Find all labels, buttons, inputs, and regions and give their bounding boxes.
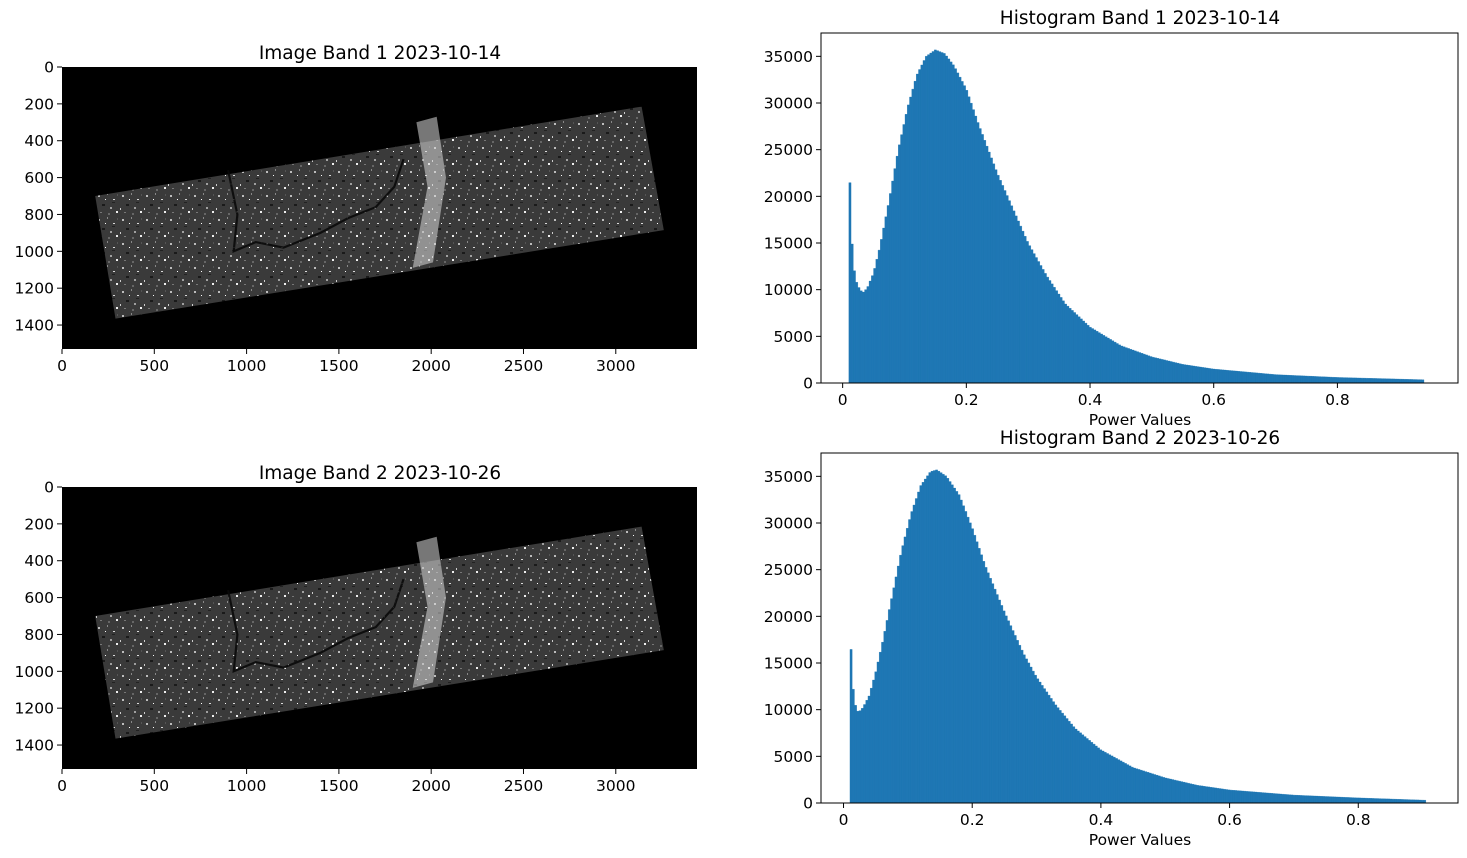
image1-title: Image Band 1 2023-10-14 <box>259 43 501 64</box>
hist2-x-ticks: 0 0.2 0.4 0.6 0.8 <box>839 803 1371 829</box>
hist1-y-ticks: 0 5000 10000 15000 20000 25000 30000 35000 <box>764 48 821 393</box>
x-tick-label: 2500 <box>504 777 543 795</box>
hist1-x-ticks: 0 0.2 0.4 0.6 0.8 <box>838 383 1350 409</box>
x-tick-label: 0.4 <box>1089 811 1114 829</box>
image2-y-ticks: 0 200 400 600 800 1000 1200 1400 <box>15 479 62 755</box>
hist2-frame <box>820 452 1459 804</box>
hist1-frame <box>820 32 1459 384</box>
x-tick-label: 1000 <box>227 357 266 375</box>
hist2-title: Histogram Band 2 2023-10-26 <box>1000 428 1280 449</box>
histogram-band-2-axes: Histogram Band 2 2023-10-26 0 0.2 0.4 0.6 0.… <box>764 428 1459 849</box>
x-tick-label: 1500 <box>319 777 358 795</box>
dark-river <box>227 578 405 674</box>
histogram-band-1-axes: Histogram Band 1 2023-10-14 0 0.2 0.4 0.6 0.… <box>764 8 1459 429</box>
histogram-bars <box>848 49 1425 384</box>
y-tick-label: 1200 <box>15 280 54 298</box>
x-tick-label: 0.8 <box>1346 811 1371 829</box>
x-tick-label: 2000 <box>411 357 450 375</box>
x-tick-label: 500 <box>139 357 169 375</box>
hist2-xlabel: Power Values <box>1089 831 1191 849</box>
x-tick-label: 0 <box>838 391 848 409</box>
bright-urban-area <box>412 536 446 688</box>
y-tick-label: 30000 <box>764 515 813 533</box>
y-tick-label: 400 <box>24 132 54 150</box>
y-tick-label: 25000 <box>764 141 813 159</box>
x-tick-label: 500 <box>139 777 169 795</box>
y-tick-label: 0 <box>44 59 54 77</box>
y-tick-label: 35000 <box>764 468 813 486</box>
image2-swath <box>95 526 664 739</box>
y-tick-label: 1400 <box>15 317 54 335</box>
x-tick-label: 0.6 <box>1217 811 1242 829</box>
y-tick-label: 20000 <box>764 608 813 626</box>
x-tick-label: 0.2 <box>960 811 985 829</box>
x-tick-label: 2500 <box>504 357 543 375</box>
y-tick-label: 5000 <box>774 748 813 766</box>
y-tick-label: 200 <box>24 515 54 533</box>
y-tick-label: 0 <box>803 375 813 393</box>
y-tick-label: 600 <box>24 169 54 187</box>
y-tick-label: 10000 <box>764 701 813 719</box>
sar-swath <box>95 526 664 739</box>
histogram-bars <box>849 469 1426 804</box>
y-tick-label: 200 <box>24 95 54 113</box>
y-tick-label: 35000 <box>764 48 813 66</box>
image1-y-ticks: 0 200 400 600 800 1000 1200 1400 <box>15 59 62 335</box>
y-tick-label: 30000 <box>764 95 813 113</box>
x-tick-label: 0 <box>57 357 67 375</box>
hist2-bars <box>849 469 1426 804</box>
y-tick-label: 600 <box>24 589 54 607</box>
y-tick-label: 10000 <box>764 281 813 299</box>
image2-x-ticks: 0 500 1000 1500 2000 2500 3000 <box>57 769 636 795</box>
hist1-bars <box>848 49 1425 384</box>
x-tick-label: 1000 <box>227 777 266 795</box>
x-tick-label: 1500 <box>319 357 358 375</box>
y-tick-label: 15000 <box>764 235 813 253</box>
y-tick-label: 800 <box>24 626 54 644</box>
y-tick-label: 800 <box>24 206 54 224</box>
hist2-y-ticks: 0 5000 10000 15000 20000 25000 30000 35000 <box>764 468 821 813</box>
bright-urban-area <box>412 116 446 268</box>
y-tick-label: 1000 <box>15 663 54 681</box>
hist1-title: Histogram Band 1 2023-10-14 <box>1000 8 1280 29</box>
y-tick-label: 25000 <box>764 561 813 579</box>
image1-swath <box>95 106 664 319</box>
y-tick-label: 20000 <box>764 188 813 206</box>
hist1-xlabel: Power Values <box>1089 411 1191 429</box>
y-tick-label: 0 <box>803 795 813 813</box>
image-band-2-axes: Image Band 2 2023-10-26 0 500 1000 1500 2000… <box>15 463 697 795</box>
y-tick-label: 400 <box>24 552 54 570</box>
x-tick-label: 0.2 <box>954 391 979 409</box>
y-tick-label: 0 <box>44 479 54 497</box>
y-tick-label: 1000 <box>15 243 54 261</box>
x-tick-label: 3000 <box>596 777 635 795</box>
y-tick-label: 15000 <box>764 655 813 673</box>
sar-swath <box>95 106 664 319</box>
image-band-1-axes: Image Band 1 2023-10-14 0 500 1000 1500 2000… <box>15 43 697 375</box>
y-tick-label: 5000 <box>774 328 813 346</box>
y-tick-label: 1400 <box>15 737 54 755</box>
x-tick-label: 0.8 <box>1325 391 1350 409</box>
y-tick-label: 1200 <box>15 700 54 718</box>
x-tick-label: 2000 <box>411 777 450 795</box>
dark-river <box>227 158 405 254</box>
x-tick-label: 0.6 <box>1201 391 1226 409</box>
x-tick-label: 0.4 <box>1078 391 1103 409</box>
x-tick-label: 0 <box>839 811 849 829</box>
image1-x-ticks: 0 500 1000 1500 2000 2500 3000 <box>57 349 636 375</box>
x-tick-label: 3000 <box>596 357 635 375</box>
x-tick-label: 0 <box>57 777 67 795</box>
image2-title: Image Band 2 2023-10-26 <box>259 463 501 484</box>
